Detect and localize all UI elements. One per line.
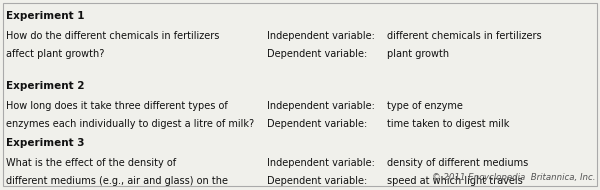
Text: Dependent variable:: Dependent variable: — [267, 49, 367, 59]
Text: plant growth: plant growth — [387, 49, 449, 59]
Text: Experiment 1: Experiment 1 — [6, 11, 85, 21]
Text: affect plant growth?: affect plant growth? — [6, 49, 104, 59]
Text: How long does it take three different types of: How long does it take three different ty… — [6, 101, 228, 111]
Text: Dependent variable:: Dependent variable: — [267, 176, 367, 186]
Text: different mediums (e.g., air and glass) on the: different mediums (e.g., air and glass) … — [6, 176, 228, 186]
Text: speed at which light travels: speed at which light travels — [387, 176, 523, 186]
Text: density of different mediums: density of different mediums — [387, 158, 528, 168]
Text: Dependent variable:: Dependent variable: — [267, 119, 367, 129]
Text: type of enzyme: type of enzyme — [387, 101, 463, 111]
FancyBboxPatch shape — [3, 3, 597, 186]
Text: Independent variable:: Independent variable: — [267, 101, 375, 111]
Text: different chemicals in fertilizers: different chemicals in fertilizers — [387, 31, 542, 41]
Text: Independent variable:: Independent variable: — [267, 31, 375, 41]
Text: Experiment 3: Experiment 3 — [6, 138, 85, 148]
Text: How do the different chemicals in fertilizers: How do the different chemicals in fertil… — [6, 31, 220, 41]
Text: enzymes each individually to digest a litre of milk?: enzymes each individually to digest a li… — [6, 119, 254, 129]
Text: time taken to digest milk: time taken to digest milk — [387, 119, 509, 129]
Text: What is the effect of the density of: What is the effect of the density of — [6, 158, 176, 168]
Text: Experiment 2: Experiment 2 — [6, 81, 85, 91]
Text: © 2011 Encyclopedia  Britannica, Inc.: © 2011 Encyclopedia Britannica, Inc. — [432, 173, 595, 182]
Text: Independent variable:: Independent variable: — [267, 158, 375, 168]
